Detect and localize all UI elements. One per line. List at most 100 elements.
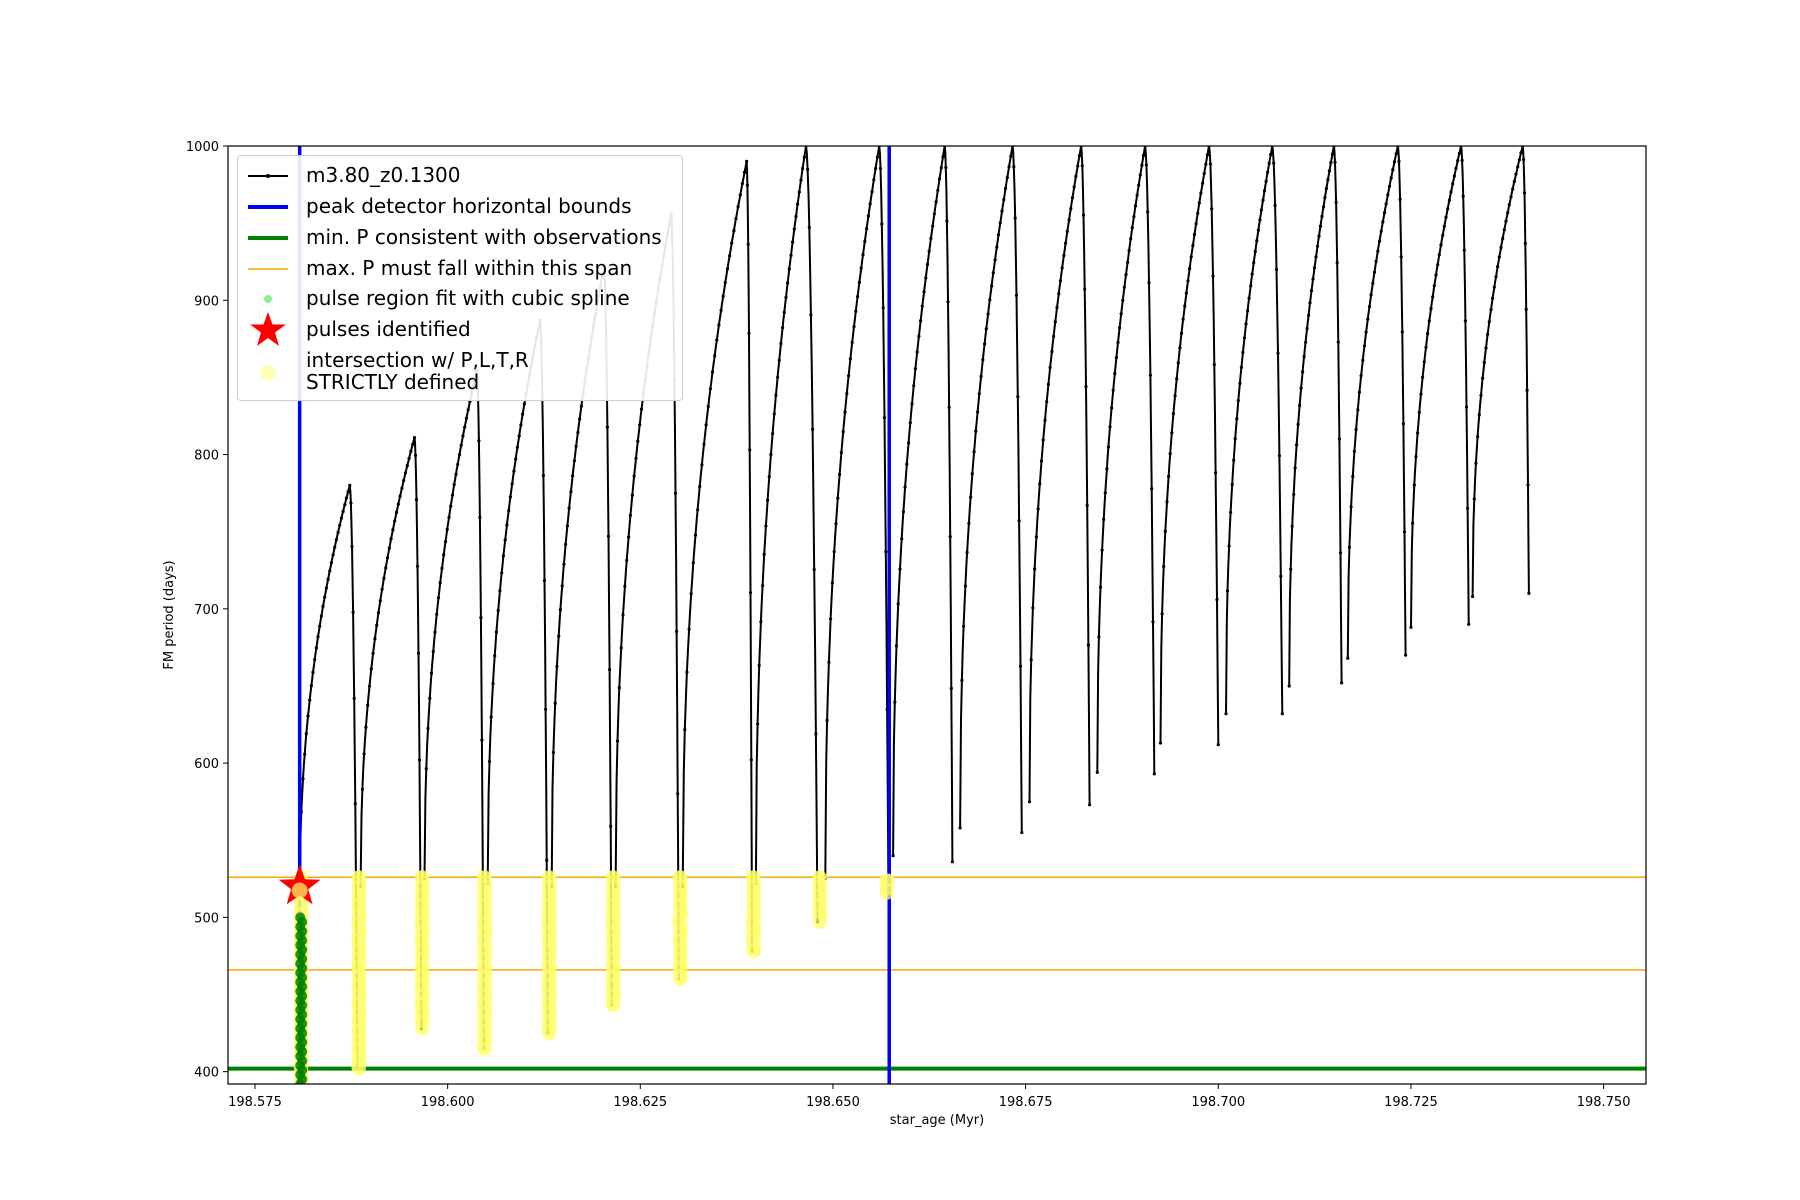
- model-track-point: [1424, 345, 1428, 349]
- model-track-point: [1489, 308, 1493, 312]
- model-track-point: [910, 402, 914, 406]
- model-track-point: [738, 193, 742, 197]
- model-track-point: [1482, 360, 1486, 365]
- model-track-point: [1324, 186, 1328, 191]
- legend-item-peak-bounds: peak detector horizontal bounds: [238, 195, 682, 219]
- model-track-point: [1432, 284, 1436, 288]
- model-track-point: [1329, 160, 1333, 165]
- model-track-point: [792, 227, 796, 231]
- model-track-point: [349, 501, 353, 505]
- model-track-point: [1229, 510, 1233, 514]
- model-track-point: [1272, 161, 1276, 165]
- model-track-point: [852, 325, 856, 329]
- model-track-point: [394, 510, 399, 515]
- model-track-point: [927, 249, 931, 253]
- model-track-point: [621, 613, 625, 617]
- model-track-point: [339, 516, 343, 520]
- model-track-point: [301, 777, 305, 781]
- model-track-point: [1312, 266, 1317, 270]
- model-track-point: [510, 482, 514, 486]
- model-track-point: [1151, 620, 1155, 624]
- model-track-point: [1409, 625, 1413, 629]
- model-track-point: [1516, 165, 1520, 169]
- model-track-point: [801, 166, 805, 171]
- model-track-point: [1315, 244, 1320, 248]
- model-track-point: [1202, 172, 1206, 176]
- model-track-point: [1335, 261, 1339, 265]
- model-track-point: [713, 354, 717, 358]
- model-track-pulse-17: [1346, 146, 1407, 659]
- model-track-point: [1442, 224, 1446, 228]
- model-track-point: [1084, 385, 1088, 389]
- model-track-point: [1462, 248, 1466, 252]
- model-track-point: [1178, 346, 1182, 350]
- legend-line-blue-swatch: [248, 205, 288, 209]
- model-track-point: [974, 429, 978, 433]
- model-track-point: [1031, 606, 1035, 610]
- model-track-point: [304, 732, 308, 736]
- model-track-point: [331, 553, 335, 557]
- model-track-point: [1070, 196, 1075, 200]
- model-track-point: [1249, 284, 1253, 288]
- model-track-point: [782, 310, 786, 314]
- model-track-point: [1253, 249, 1257, 254]
- model-track-point: [1018, 664, 1023, 668]
- model-track-point: [1168, 452, 1172, 456]
- model-track-point: [1138, 173, 1142, 177]
- model-track-point: [1171, 412, 1175, 416]
- legend-item-pulses-identified: pulses identified: [238, 312, 682, 346]
- model-track-point: [464, 416, 468, 420]
- model-track-point: [1242, 336, 1247, 340]
- model-track-point: [979, 374, 983, 378]
- model-track-point: [1290, 524, 1294, 528]
- model-track-point: [1173, 394, 1177, 398]
- model-track-point: [521, 412, 525, 416]
- legend-dot-green-swatch: [264, 295, 272, 303]
- model-track-point: [1391, 168, 1395, 172]
- model-track-point: [1362, 344, 1367, 348]
- model-track-point: [762, 552, 766, 556]
- model-track-point: [407, 456, 411, 460]
- model-track-point: [745, 159, 749, 163]
- model-track-point: [318, 624, 322, 628]
- model-track-point: [321, 604, 325, 608]
- model-track-point: [1426, 332, 1430, 336]
- model-track-point: [627, 535, 631, 539]
- model-track-point: [1356, 408, 1360, 412]
- model-track-point: [579, 404, 584, 408]
- model-track-point: [1439, 243, 1443, 247]
- model-track-point: [972, 450, 976, 454]
- model-track-point: [1016, 395, 1020, 399]
- model-track-point: [576, 430, 580, 435]
- model-track-point: [960, 678, 964, 682]
- model-track-point: [1323, 196, 1327, 200]
- model-track-point: [625, 558, 629, 563]
- model-track-point: [1017, 519, 1021, 523]
- model-track-point: [442, 553, 446, 557]
- model-track-point: [619, 646, 623, 650]
- model-track-point: [1519, 151, 1523, 155]
- model-track-point: [412, 436, 417, 440]
- model-track-point: [1196, 211, 1200, 215]
- model-track-point: [341, 509, 345, 513]
- model-track-point: [1116, 340, 1120, 344]
- model-track-point: [1382, 211, 1387, 215]
- model-track-point: [1419, 392, 1423, 396]
- model-track-point: [1357, 390, 1361, 394]
- model-track-point: [734, 216, 738, 221]
- model-track-point: [903, 485, 907, 489]
- model-track-point: [360, 787, 364, 792]
- model-track-point: [874, 166, 878, 170]
- x-axis: 198.575 198.600 198.625 198.650 198.675 198.7…: [228, 1084, 1630, 1110]
- model-track-point: [983, 342, 987, 346]
- model-track-point: [1108, 425, 1112, 429]
- model-track-point: [461, 434, 465, 438]
- model-track-point: [1461, 194, 1465, 198]
- model-track-point: [832, 550, 836, 554]
- model-track-point: [1259, 208, 1263, 212]
- model-track-point: [730, 241, 734, 245]
- model-track-point: [1317, 234, 1321, 238]
- model-track-point: [1033, 567, 1037, 571]
- model-track-point: [1314, 255, 1318, 259]
- model-track-point: [1522, 157, 1526, 162]
